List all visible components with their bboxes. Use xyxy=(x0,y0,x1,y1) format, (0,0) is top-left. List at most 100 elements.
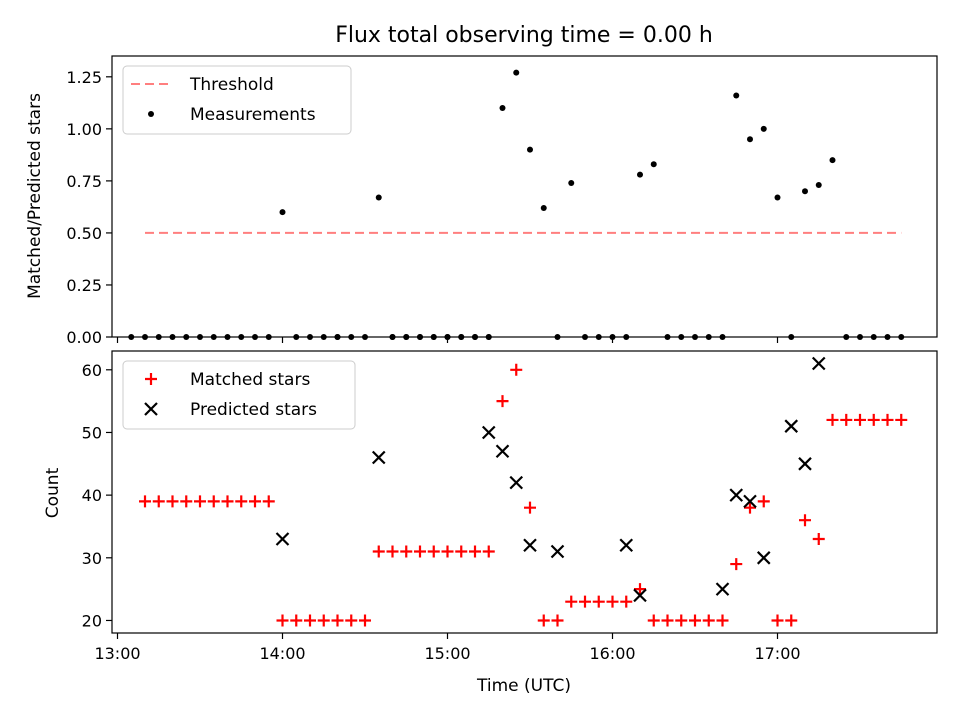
matched-star-point xyxy=(537,614,550,627)
measurement-point xyxy=(142,334,148,340)
y-tick-label: 0.00 xyxy=(66,328,102,347)
matched-star-point xyxy=(840,413,853,426)
matched-star-point xyxy=(689,614,701,627)
predicted-star-point xyxy=(619,538,634,553)
measurement-point xyxy=(169,334,176,340)
measurement-point xyxy=(829,157,836,164)
measurement-point xyxy=(444,334,451,340)
matched-star-point xyxy=(400,545,413,558)
matched-star-point xyxy=(510,363,523,376)
measurement-point xyxy=(472,334,478,340)
measurement-point xyxy=(417,334,423,340)
y-tick-label: 30 xyxy=(82,549,102,568)
matched-star-point xyxy=(675,614,688,627)
matched-star-point xyxy=(496,395,509,408)
measurement-point xyxy=(197,334,203,340)
matched-star-point xyxy=(441,545,454,558)
measurement-point xyxy=(252,334,258,340)
measurement-point xyxy=(265,334,272,340)
x-tick-label: 16:00 xyxy=(589,644,635,663)
matched-star-point xyxy=(565,595,578,608)
matched-star-point xyxy=(854,413,866,426)
ratio-plot-area: 0.00 0.25 0.50 0.75 1.00 1.25 Threshold Measure… xyxy=(66,55,938,347)
matched-star-point xyxy=(262,495,275,508)
measurement-point xyxy=(843,334,850,340)
count-y-axis-label: Count xyxy=(43,467,63,518)
predicted-star-point xyxy=(729,488,744,502)
ratio-y-axis-label: Matched/Predicted stars xyxy=(25,93,45,299)
measurement-point xyxy=(815,182,822,189)
measurement-point xyxy=(802,188,808,195)
plot-frame xyxy=(111,350,938,634)
measurement-point xyxy=(348,334,355,340)
matched-star-point xyxy=(620,595,633,608)
count-plot-area: 20 30 40 50 60 13:00 14:00 15:00 16:00 17:00 Match… xyxy=(82,350,938,663)
predicted-star-point xyxy=(756,551,771,565)
predicted-star-point xyxy=(550,544,565,559)
legend-box xyxy=(122,360,356,430)
predicted-star-point xyxy=(495,444,510,459)
legend: Threshold Measurements xyxy=(122,65,352,135)
y-tick-label: 0.75 xyxy=(66,172,102,191)
matched-star-point xyxy=(469,545,481,558)
ratio-panel: Flux total observing time = 0.00 h 0.000… xyxy=(25,23,938,347)
y-tick-label: 60 xyxy=(82,361,102,380)
x-tick-label: 13:00 xyxy=(94,644,140,663)
legend-label: Predicted stars xyxy=(190,400,317,420)
matched-star-point xyxy=(345,614,358,627)
matched-star-point xyxy=(730,558,743,571)
measurement-point xyxy=(210,334,217,340)
matched-star-point xyxy=(304,614,316,627)
measurement-point xyxy=(898,334,905,340)
legend-label: Threshold xyxy=(189,75,274,95)
matched-star-point xyxy=(579,595,591,608)
predicted-star-point xyxy=(743,494,757,509)
legend-matched-swatch xyxy=(145,373,157,385)
measurement-point xyxy=(279,209,286,216)
measurement-point xyxy=(430,334,437,340)
predicted-star-point xyxy=(811,356,826,371)
matched-star-point xyxy=(207,495,220,508)
x-tick-label: 15:00 xyxy=(424,644,470,663)
matched-star-point xyxy=(427,545,440,558)
matched-star-point xyxy=(372,545,385,558)
matched-star-point xyxy=(826,413,839,426)
matched-star-point xyxy=(414,545,426,558)
matched-star-point xyxy=(757,495,770,508)
y-tick-label: 0.50 xyxy=(66,224,102,243)
predicted-star-point xyxy=(509,475,524,490)
measurement-point xyxy=(733,92,740,99)
matched-star-point xyxy=(359,614,371,627)
measurement-point xyxy=(788,334,795,340)
matched-star-point xyxy=(386,545,399,558)
measurement-point xyxy=(499,105,506,112)
y-tick-label: 20 xyxy=(82,611,102,630)
matched-star-point xyxy=(606,595,619,608)
predicted-star-point xyxy=(715,582,730,596)
matched-star-point xyxy=(592,595,605,608)
matched-star-point xyxy=(524,501,536,514)
legend-measurement-swatch xyxy=(148,111,154,117)
matched-star-point xyxy=(881,413,894,426)
measurement-point xyxy=(224,334,231,340)
measurement-point xyxy=(458,334,465,340)
matched-star-point xyxy=(194,495,206,508)
measurement-point xyxy=(307,334,313,340)
matched-star-point xyxy=(744,501,756,514)
matched-star-point xyxy=(785,614,798,627)
measurement-point xyxy=(857,334,863,340)
measurement-point xyxy=(238,334,245,340)
legend: Matched stars Predicted stars xyxy=(122,360,356,430)
measurement-point xyxy=(183,334,190,340)
time-x-axis-label: Time (UTC) xyxy=(476,676,571,696)
predicted-star-point xyxy=(275,532,290,546)
measurement-point xyxy=(582,334,588,340)
matched-star-point xyxy=(702,614,715,627)
measurement-point xyxy=(760,125,767,132)
measurement-point xyxy=(513,69,520,76)
matched-star-point xyxy=(895,413,908,426)
matched-star-point xyxy=(180,495,193,508)
measurement-point xyxy=(692,334,698,340)
measurement-point xyxy=(870,334,877,340)
